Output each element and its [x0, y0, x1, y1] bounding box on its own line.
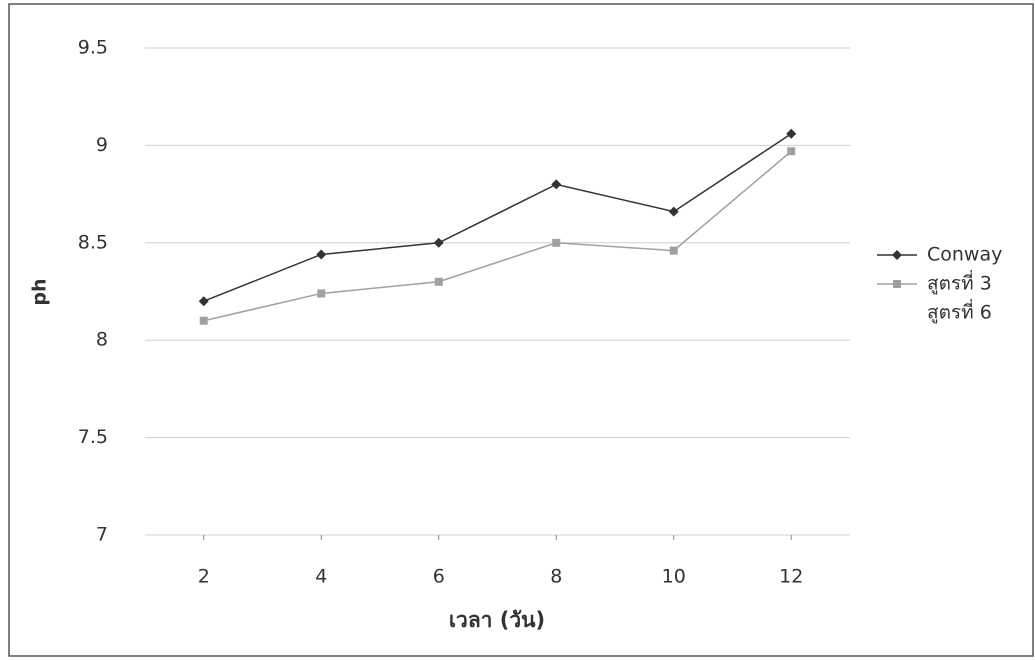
data-point — [199, 316, 208, 325]
legend-label: สูตรที่ 3 — [927, 270, 992, 295]
legend-marker — [892, 250, 902, 260]
x-tick-label: 8 — [550, 566, 562, 588]
series-line — [203, 133, 792, 302]
legend-marker — [893, 280, 901, 288]
y-tick-label: 8 — [96, 329, 108, 351]
data-point — [316, 249, 327, 260]
y-tick-label: 8.5 — [78, 231, 108, 253]
x-tick-label: 10 — [662, 566, 686, 588]
data-point — [552, 238, 561, 247]
y-tick-label: 9 — [96, 134, 108, 156]
legend-label: Conway — [927, 244, 1002, 266]
y-tick-label: 9.5 — [78, 37, 108, 59]
data-point — [198, 296, 209, 307]
data-point — [551, 179, 562, 190]
x-tick-label: 4 — [315, 566, 327, 588]
legend-label: สูตรที่ 6 — [927, 299, 992, 324]
data-point — [668, 206, 679, 217]
data-point — [787, 147, 796, 156]
y-tick-label: 7 — [96, 524, 108, 546]
y-tick-label: 7.5 — [78, 426, 108, 448]
x-tick-label: 2 — [198, 566, 210, 588]
data-point — [786, 128, 797, 139]
x-tick-label: 6 — [433, 566, 445, 588]
data-point — [669, 246, 678, 255]
data-point — [434, 277, 443, 286]
x-tick-label: 12 — [779, 566, 803, 588]
data-point — [317, 289, 326, 298]
series-line — [203, 150, 792, 322]
chart-frame — [8, 3, 1034, 657]
data-point — [433, 237, 444, 248]
x-axis-title: เวลา (วัน) — [449, 608, 545, 632]
y-axis-title: ph — [29, 278, 51, 305]
